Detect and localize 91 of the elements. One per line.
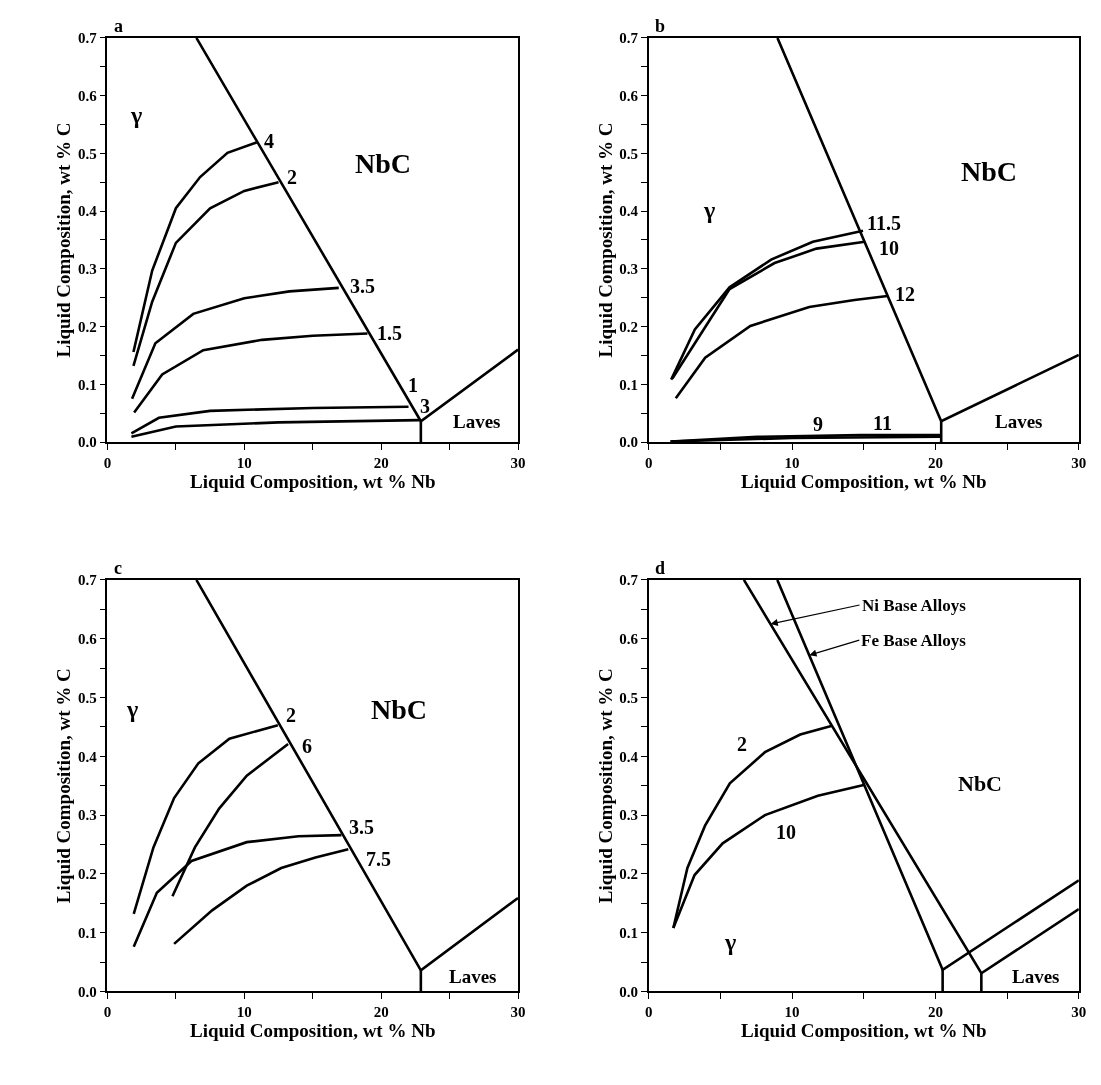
y-tick-label: 0.6 — [619, 87, 639, 104]
annotation: γ — [130, 102, 143, 128]
x-axis-title: Liquid Composition, wt % Nb — [189, 470, 436, 492]
y-tick-label: 0.5 — [619, 145, 638, 162]
annotation: Laves — [1012, 966, 1060, 987]
y-tick-label: 0.3 — [619, 807, 638, 824]
annotation: NbC — [371, 694, 428, 725]
annotation: 10 — [776, 821, 796, 843]
chart-title: b — [655, 16, 666, 36]
annotation: 7.5 — [366, 848, 391, 870]
x-tick-label: 20 — [927, 1004, 943, 1021]
annotation: Laves — [449, 966, 497, 987]
annotation: γ — [126, 696, 139, 722]
annotation: NbC — [958, 771, 1003, 796]
y-axis-title: Liquid Composition, wt % C — [594, 122, 616, 358]
x-tick-label: 20 — [373, 454, 389, 471]
y-tick-label: 0.3 — [77, 807, 97, 824]
y-tick-label: 0.0 — [77, 434, 97, 451]
annotation: 11 — [873, 412, 892, 434]
y-tick-label: 0.2 — [77, 866, 97, 883]
y-tick-label: 0.4 — [619, 203, 639, 220]
y-tick-label: 0.6 — [77, 87, 98, 104]
x-tick-label: 10 — [236, 1004, 252, 1021]
annotation: 2 — [737, 733, 747, 755]
y-axis-title: Liquid Composition, wt % C — [53, 122, 75, 358]
annotation: 4 — [264, 130, 274, 152]
annotation: Fe Base Alloys — [861, 631, 967, 650]
x-tick-label: 10 — [784, 1004, 800, 1021]
annotation: 3.5 — [350, 275, 375, 297]
annotation: γ — [703, 197, 716, 223]
x-tick-label: 30 — [510, 1004, 526, 1021]
y-tick-label: 0.1 — [619, 924, 638, 941]
annotation: 6 — [302, 735, 312, 757]
chart-title: c — [114, 558, 122, 578]
y-tick-label: 0.0 — [619, 983, 638, 1000]
y-tick-label: 0.3 — [619, 261, 638, 278]
annotation: 3 — [420, 395, 430, 417]
annotation: 12 — [895, 283, 915, 305]
y-tick-label: 0.5 — [619, 689, 638, 706]
x-tick-label: 30 — [1071, 1004, 1087, 1021]
y-tick-label: 0.0 — [77, 983, 97, 1000]
annotation: 1.5 — [377, 322, 402, 344]
y-tick-label: 0.1 — [619, 376, 638, 393]
chart-title: a — [114, 16, 123, 36]
annotation: 1 — [408, 374, 418, 396]
x-axis-title: Liquid Composition, wt % Nb — [741, 1020, 987, 1042]
y-tick-label: 0.2 — [619, 866, 638, 883]
y-tick-label: 0.3 — [77, 261, 97, 278]
x-tick-label: 0 — [644, 1004, 653, 1021]
y-tick-label: 0.6 — [619, 630, 639, 647]
x-tick-label: 20 — [373, 1004, 389, 1021]
x-tick-label: 30 — [1071, 454, 1087, 471]
y-tick-label: 0.7 — [77, 30, 98, 47]
annotation: 9 — [813, 413, 823, 435]
y-axis-title: Liquid Composition, wt % C — [594, 668, 616, 904]
x-tick-label: 0 — [103, 454, 112, 471]
y-tick-label: 0.7 — [619, 30, 639, 47]
x-tick-label: 0 — [103, 1004, 112, 1021]
y-tick-label: 0.2 — [619, 318, 638, 335]
annotation: 2 — [286, 704, 296, 726]
annotation: NbC — [355, 148, 412, 179]
annotation: γ — [724, 929, 737, 955]
annotation: NbC — [961, 156, 1018, 187]
annotation: 3.5 — [349, 816, 374, 838]
y-tick-label: 0.4 — [77, 748, 98, 765]
x-axis-title: Liquid Composition, wt % Nb — [741, 470, 987, 492]
y-tick-label: 0.4 — [619, 748, 639, 765]
y-tick-label: 0.7 — [619, 572, 639, 589]
y-tick-label: 0.5 — [77, 689, 97, 706]
x-axis-title: Liquid Composition, wt % Nb — [189, 1020, 436, 1042]
x-tick-label: 10 — [236, 454, 252, 471]
annotation: Ni Base Alloys — [862, 596, 967, 615]
x-tick-label: 20 — [927, 454, 943, 471]
y-tick-label: 0.5 — [77, 145, 97, 162]
x-tick-label: 30 — [510, 454, 526, 471]
annotation: 10 — [879, 237, 899, 259]
x-tick-label: 0 — [644, 454, 653, 471]
y-tick-label: 0.0 — [619, 434, 638, 451]
y-axis-title: Liquid Composition, wt % C — [53, 668, 75, 904]
y-tick-label: 0.4 — [77, 203, 98, 220]
y-tick-label: 0.1 — [77, 924, 97, 941]
y-tick-label: 0.6 — [77, 630, 98, 647]
y-tick-label: 0.7 — [77, 572, 98, 589]
x-tick-label: 10 — [784, 454, 800, 471]
y-tick-label: 0.1 — [77, 376, 97, 393]
annotation: 11.5 — [867, 212, 901, 234]
chart-title: d — [655, 558, 666, 578]
annotation: Laves — [453, 411, 501, 432]
annotation: Laves — [995, 411, 1043, 432]
y-tick-label: 0.2 — [77, 318, 97, 335]
annotation: 2 — [287, 166, 297, 188]
